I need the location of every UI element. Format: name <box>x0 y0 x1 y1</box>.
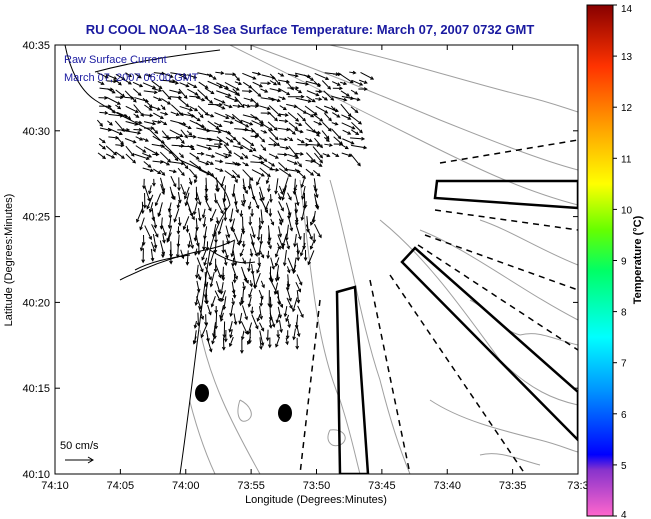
colorbar-tick-label: 5 <box>621 461 627 472</box>
survey-tracks <box>335 179 578 474</box>
y-axis-ticks: 40:35 40:30 40:25 40:20 40:15 40:10 <box>22 40 578 481</box>
y-tick-label: 40:35 <box>22 40 50 52</box>
y-tick-label: 40:25 <box>22 212 50 224</box>
colorbar <box>586 4 614 517</box>
colorbar-tick-label: 9 <box>621 257 627 268</box>
x-tick-label: 74:05 <box>107 480 135 492</box>
colorbar-tick-label: 10 <box>621 205 633 216</box>
legend-line-1: Raw Surface Current <box>64 54 167 66</box>
x-tick-label: 74:10 <box>41 480 69 492</box>
x-axis-ticks: 74:10 74:05 74:00 73:55 73:50 73:45 73:40 73:35… <box>41 45 589 492</box>
colorbar-tick-label: 11 <box>621 154 632 165</box>
x-tick-label: 73:55 <box>237 480 265 492</box>
station-marker <box>195 384 209 402</box>
y-axis-label: Latitude (Degrees:Minutes) <box>3 194 15 327</box>
y-tick-label: 40:15 <box>22 383 50 395</box>
colorbar-tick-label: 7 <box>621 359 627 370</box>
colorbar-tick-label: 8 <box>621 308 627 319</box>
scale-arrow <box>65 456 94 464</box>
colorbar-tick-label: 12 <box>621 103 633 114</box>
legend-line-2: March 07, 2007 06:00 GMT <box>64 72 199 84</box>
x-tick-label: 73:3 <box>567 480 588 492</box>
colorbar-tick-label: 14 <box>621 4 633 15</box>
x-axis-label: Longitude (Degrees:Minutes) <box>245 494 387 506</box>
x-tick-label: 73:45 <box>368 480 396 492</box>
colorbar-tick-label: 6 <box>621 410 627 421</box>
surface-current-arrows <box>96 70 375 354</box>
x-tick-label: 74:00 <box>172 480 200 492</box>
station-marker <box>278 404 292 422</box>
map-title: RU COOL NOAA−18 Sea Surface Temperature:… <box>85 22 535 37</box>
scale-label: 50 cm/s <box>60 440 99 452</box>
y-tick-label: 40:10 <box>22 469 50 481</box>
y-tick-label: 40:20 <box>22 297 50 309</box>
survey-dashed-lines <box>299 139 578 474</box>
colorbar-ticks: 4 5 6 7 8 9 10 11 12 13 14 <box>613 4 633 519</box>
x-tick-label: 73:50 <box>303 480 331 492</box>
colorbar-tick-label: 4 <box>621 510 627 519</box>
x-tick-label: 73:40 <box>433 480 461 492</box>
x-tick-label: 73:35 <box>499 480 527 492</box>
colorbar-tick-label: 13 <box>621 52 633 63</box>
colorbar-label: Temperature (°C) <box>632 215 644 304</box>
y-tick-label: 40:30 <box>22 126 50 138</box>
